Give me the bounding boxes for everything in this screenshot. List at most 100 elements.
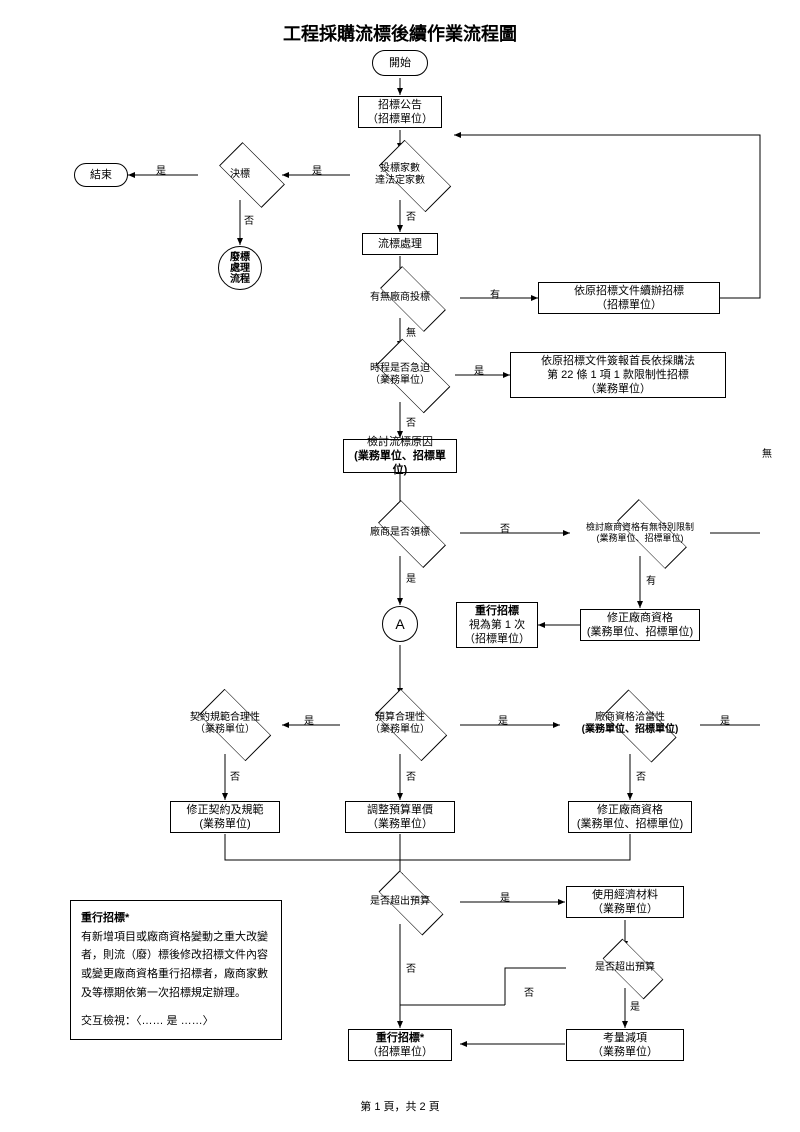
decide-text: 決標 xyxy=(230,169,250,181)
urgent-diamond: 時程是否急迫 （業務單位） xyxy=(345,348,455,402)
fixspec-l2: (業務單位) xyxy=(199,817,250,831)
bidders-l1: 投標家數 xyxy=(380,163,420,175)
anybidder-diamond: 有無廠商投標 xyxy=(340,278,460,318)
spec-l1: 契約規範合理性 xyxy=(190,712,260,724)
reduce-l1: 考量減項 xyxy=(603,1031,647,1045)
budget-l2: （業務單位） xyxy=(370,724,430,736)
fixqual2-node: 修正廠商資格 (業務單位、招標單位) xyxy=(568,801,692,833)
page-footer: 第 1 頁，共 2 頁 xyxy=(0,1098,800,1114)
art22-l2: 第 22 條 1 項 1 款限制性招標 xyxy=(547,368,689,382)
rebid2-l2: （招標單位） xyxy=(367,1045,433,1059)
review-node: 檢討流標原因 (業務單位、招標單位) xyxy=(343,439,457,473)
lbl-yes-5: 是 xyxy=(304,712,314,727)
bidders-diamond: 投標家數 達法定家數 xyxy=(350,150,450,200)
lbl-no-9: 否 xyxy=(524,984,534,999)
art22-l3: （業務單位） xyxy=(585,382,651,396)
failproc-text: 流標處理 xyxy=(378,237,422,251)
lbl-yes-2: 是 xyxy=(156,162,166,177)
rebid1-l2: 視為第 1 次 xyxy=(469,618,525,632)
announce-node: 招標公告 （招標單位） xyxy=(358,96,442,128)
fixqual2-l2: (業務單位、招標單位) xyxy=(577,817,683,831)
note-cross: 交互檢視：〈…… 是 ……〉 xyxy=(81,1012,271,1031)
rebid2-node: 重行招標* （招標單位） xyxy=(348,1029,452,1061)
lbl-none-1: 無 xyxy=(406,324,416,339)
failh-l2: 處理 xyxy=(230,263,250,274)
a-text: A xyxy=(395,615,404,633)
lbl-yes-1: 是 xyxy=(312,162,322,177)
fixqual2-l1: 修正廠商資格 xyxy=(597,803,663,817)
lbl-yes-7: 是 xyxy=(720,712,730,727)
collect-text: 廠商是否領標 xyxy=(370,527,430,539)
lbl-no-6: 否 xyxy=(406,768,416,783)
cont-node: 依原招標文件續辦招標 （招標單位） xyxy=(538,282,720,314)
restrict-l2: (業務單位、招標單位) xyxy=(597,533,684,544)
qualok-l2: (業務單位、招標單位) xyxy=(582,724,679,736)
lbl-no-8: 否 xyxy=(406,960,416,975)
fail-handle-node: 廢標 處理 流程 xyxy=(218,246,262,290)
fixqual-l2: (業務單位、招標單位) xyxy=(587,625,693,639)
econ-l2: （業務單位） xyxy=(592,902,658,916)
lbl-no-3: 否 xyxy=(406,414,416,429)
adjbudget-l2: （業務單位） xyxy=(367,817,433,831)
start-text: 開始 xyxy=(389,56,411,70)
note-title: 重行招標* xyxy=(81,909,271,928)
end-text: 結束 xyxy=(90,168,112,182)
urgent-l2: （業務單位） xyxy=(370,375,430,387)
anybidder-text: 有無廠商投標 xyxy=(370,292,430,304)
adjbudget-node: 調整預算單價 （業務單位） xyxy=(345,801,455,833)
lbl-no-4: 否 xyxy=(500,520,510,535)
lbl-yes-3: 是 xyxy=(474,362,484,377)
art22-l1: 依原招標文件簽報首長依採購法 xyxy=(541,354,695,368)
qualok-l1: 廠商資格洽當性 xyxy=(595,712,665,724)
budget-diamond: 預算合理性 （業務單位） xyxy=(340,696,460,752)
start-node: 開始 xyxy=(372,50,428,76)
reduce-node: 考量減項 （業務單位） xyxy=(566,1029,684,1061)
econ-l1: 使用經濟材料 xyxy=(592,888,658,902)
note-box: 重行招標* 有新增項目或廠商資格變動之重大改變者，則流（廢）標後修改招標文件內容… xyxy=(70,900,282,1040)
over1-diamond: 是否超出預算 xyxy=(340,880,460,924)
note-body: 有新增項目或廠商資格變動之重大改變者，則流（廢）標後修改招標文件內容或變更廠商資… xyxy=(81,928,271,1003)
fixspec-l1: 修正契約及規範 xyxy=(187,803,264,817)
connector-a: A xyxy=(382,606,418,642)
budget-l1: 預算合理性 xyxy=(375,712,425,724)
rebid2-l1: 重行招標* xyxy=(376,1031,424,1045)
reduce-l2: （業務單位） xyxy=(592,1045,658,1059)
urgent-l1: 時程是否急迫 xyxy=(370,363,430,375)
fail-proc-node: 流標處理 xyxy=(362,233,438,255)
cont-l1: 依原招標文件續辦招標 xyxy=(574,284,684,298)
adjbudget-l1: 調整預算單價 xyxy=(367,803,433,817)
over2-text: 是否超出預算 xyxy=(595,962,655,974)
lbl-no-1: 否 xyxy=(244,212,254,227)
lbl-has-1: 有 xyxy=(490,286,500,301)
bidders-l2: 達法定家數 xyxy=(375,175,425,187)
over2-diamond: 是否超出預算 xyxy=(566,948,684,988)
decide-diamond: 決標 xyxy=(198,150,282,200)
spec-diamond: 契約規範合理性 （業務單位） xyxy=(168,696,282,752)
rebid1-node: 重行招標 視為第 1 次 （招標單位） xyxy=(456,602,538,648)
rebid1-l1: 重行招標 xyxy=(475,604,519,618)
lbl-yes-6: 是 xyxy=(498,712,508,727)
over1-text: 是否超出預算 xyxy=(370,896,430,908)
rebid1-l3: （招標單位） xyxy=(464,632,530,646)
lbl-yes-8: 是 xyxy=(500,889,510,904)
qualok-diamond: 廠商資格洽當性 (業務單位、招標單位) xyxy=(560,696,700,752)
econ-node: 使用經濟材料 （業務單位） xyxy=(566,886,684,918)
fixqual-node: 修正廠商資格 (業務單位、招標單位) xyxy=(580,609,700,641)
fixspec-node: 修正契約及規範 (業務單位) xyxy=(170,801,280,833)
cont-l2: （招標單位） xyxy=(596,298,662,312)
lbl-none-2: 無 xyxy=(762,445,772,460)
announce-l1: 招標公告 xyxy=(378,98,422,112)
end-node: 結束 xyxy=(74,163,128,187)
lbl-no-5: 否 xyxy=(230,768,240,783)
lbl-no-7: 否 xyxy=(636,768,646,783)
failh-l3: 流程 xyxy=(230,274,250,285)
failh-l1: 廢標 xyxy=(230,252,250,263)
lbl-yes-4: 是 xyxy=(406,570,416,585)
collect-diamond: 廠商是否領標 xyxy=(340,510,460,556)
fixqual-l1: 修正廠商資格 xyxy=(607,611,673,625)
review-l1: 檢討流標原因 xyxy=(367,435,433,449)
review-l2: (業務單位、招標單位) xyxy=(348,449,452,478)
restrict-l1: 檢討廠商資格有無特別限制 xyxy=(586,522,694,533)
art22-node: 依原招標文件簽報首長依採購法 第 22 條 1 項 1 款限制性招標 （業務單位… xyxy=(510,352,726,398)
lbl-has-2: 有 xyxy=(646,572,656,587)
